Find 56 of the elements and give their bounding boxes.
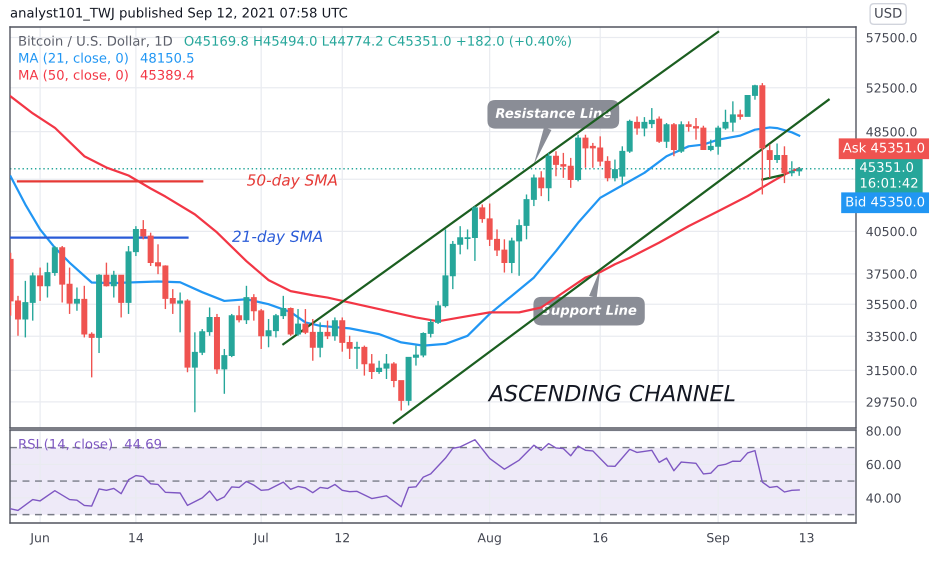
x-tick-label: Aug xyxy=(478,533,501,545)
candlestick xyxy=(332,316,338,342)
candlestick xyxy=(236,305,242,324)
y-tick-label: 52500.0 xyxy=(866,83,917,93)
series-label: MA (50, close, 0) xyxy=(19,70,128,82)
y-tick-label: 80.00 xyxy=(866,426,901,436)
x-tick-label: 13 xyxy=(800,532,814,542)
text: USD xyxy=(875,8,902,18)
candlestick xyxy=(656,116,662,144)
annotation: Bid 45350.0 xyxy=(846,196,924,207)
candlestick xyxy=(177,292,184,334)
y-tick-label: 31500.0 xyxy=(866,366,917,376)
text: RSI (14, close) xyxy=(19,438,112,450)
ref-line-label: 45351.0 16:01:42 xyxy=(860,162,918,188)
candlestick xyxy=(324,320,331,340)
x-tick-label: 12 xyxy=(336,532,349,542)
annotation: Ask 45351.0 xyxy=(842,142,924,153)
text: 21-day SMA xyxy=(232,230,322,246)
x-tick-label: Jul xyxy=(253,532,268,545)
y-tick-label: 29750.0 xyxy=(866,397,917,407)
annotation: O45169.8 H45494.0 L44774.2 C45351.0 +182.0 (+0.40%) xyxy=(184,36,571,48)
candlestick xyxy=(37,266,44,302)
chart-subtitle: analyst101_TWJ published Sep 12, 2021 07:58 UTC xyxy=(10,7,348,21)
x-tick-label: Jun xyxy=(30,533,49,545)
candlestick xyxy=(538,170,544,197)
x-tick-label: Sep xyxy=(707,532,730,545)
annotation: 44.69 xyxy=(124,438,162,449)
y-tick-label: 40.00 xyxy=(866,493,901,503)
annotation: ASCENDING CHANNEL xyxy=(488,384,735,402)
candlestick xyxy=(74,286,80,312)
text: MA (21, close, 0) xyxy=(19,52,128,64)
y-tick-label: 57500.0 xyxy=(866,32,917,42)
y-tick-label: 37500.0 xyxy=(866,269,917,279)
candlestick xyxy=(774,142,780,164)
candlestick xyxy=(781,146,788,184)
candlestick xyxy=(110,270,117,298)
candlestick xyxy=(243,285,250,325)
x-tick-label: 14 xyxy=(129,533,144,542)
candlestick xyxy=(766,144,773,179)
y-tick-label: 60.00 xyxy=(866,460,901,470)
candlestick xyxy=(317,322,324,358)
y-tick-label: 33500.0 xyxy=(866,332,917,342)
annotation: 45389.4 xyxy=(140,70,194,80)
x-tick-label: 16 xyxy=(594,532,608,542)
candlestick xyxy=(634,116,640,136)
line-series xyxy=(10,439,800,512)
candlestick xyxy=(664,122,670,149)
text: Bitcoin / U.S. Dollar, 1D xyxy=(19,36,172,48)
text: 50-day SMA xyxy=(246,174,337,189)
y-tick-label: 40500.0 xyxy=(866,226,917,236)
candlestick xyxy=(103,262,110,288)
annotation: 48150.5 xyxy=(140,52,194,63)
y-tick-label: 35500.0 xyxy=(866,300,917,310)
y-tick-label: 48500.0 xyxy=(866,127,917,137)
candlestick xyxy=(737,109,744,120)
candlestick xyxy=(295,308,302,336)
